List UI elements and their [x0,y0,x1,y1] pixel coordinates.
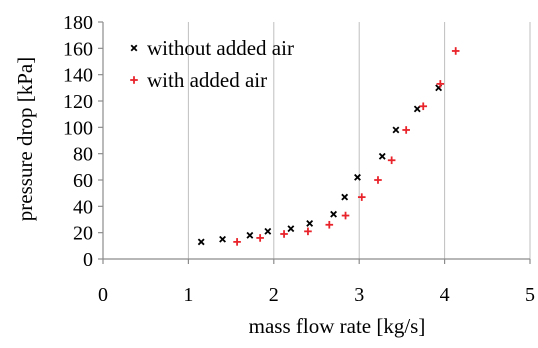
point-without-air [330,210,338,218]
legend-marker-with-air [130,76,138,84]
marker-stroke [130,44,138,52]
x-axis-title: mass flow rate [kg/s] [249,314,426,338]
axes [98,21,531,264]
y-tick-label: 100 [63,117,93,139]
point-without-air [378,152,386,160]
y-tick-label: 60 [73,170,93,192]
y-tick-label: 160 [63,38,93,60]
legend-label-with-air: with added air [147,68,267,92]
x-tick-label: 2 [269,284,279,306]
point-with-air [387,156,396,165]
marker-stroke [219,235,226,243]
point-without-air [287,225,295,233]
marker-stroke [246,231,254,239]
x-tick-label: 0 [98,284,108,306]
marker-stroke [287,225,295,233]
point-without-air [219,235,226,243]
point-without-air [197,238,205,246]
legend: without added air with added air [130,36,294,92]
point-with-air [256,234,264,242]
point-without-air [392,126,400,134]
legend-marker-without-air [130,44,138,52]
legend-label-without-air: without added air [147,36,294,60]
gridlines [187,22,531,259]
legend-marker-glyph [130,76,138,84]
x-tick-label: 3 [354,284,364,306]
point-with-air [325,220,334,229]
x-tick-label: 4 [440,284,450,306]
x-tick-label: 5 [525,284,535,306]
point-without-air [341,193,349,201]
marker-stroke [392,126,400,134]
point-without-air [264,227,272,235]
y-tick-label: 20 [73,223,93,245]
point-with-air [451,47,460,55]
point-without-air [413,105,421,113]
point-without-air [354,173,361,181]
y-tick-label: 0 [83,249,93,271]
point-with-air [341,211,350,220]
y-tick-label: 180 [63,12,93,34]
marker-stroke [354,173,361,181]
point-with-air [357,193,366,201]
y-tick-label: 140 [63,65,93,87]
y-tick-label: 80 [73,144,93,166]
y-tick-label: 120 [63,91,93,113]
point-without-air [246,231,254,239]
point-without-air [306,220,314,227]
point-with-air [304,227,312,236]
data-points [197,47,460,246]
marker-stroke [378,152,386,160]
marker-stroke [341,193,349,201]
y-tick-label: 40 [73,196,93,218]
point-with-air [233,238,241,246]
marker-stroke [330,210,338,218]
legend-marker-glyph [130,44,138,52]
y-axis-title: pressure drop [kPa] [13,57,37,221]
point-with-air [374,176,382,184]
marker-stroke [306,220,314,227]
point-with-air [402,126,410,134]
marker-stroke [413,105,421,113]
point-with-air [436,80,445,88]
point-with-air [419,102,428,111]
marker-stroke [197,238,205,246]
tick-labels: 0 20 40 60 80 100 120 140 160 180 0 1 2 3 4 5 [63,12,535,306]
x-tick-label: 1 [183,284,193,306]
marker-stroke [264,227,272,235]
point-with-air [280,230,288,238]
